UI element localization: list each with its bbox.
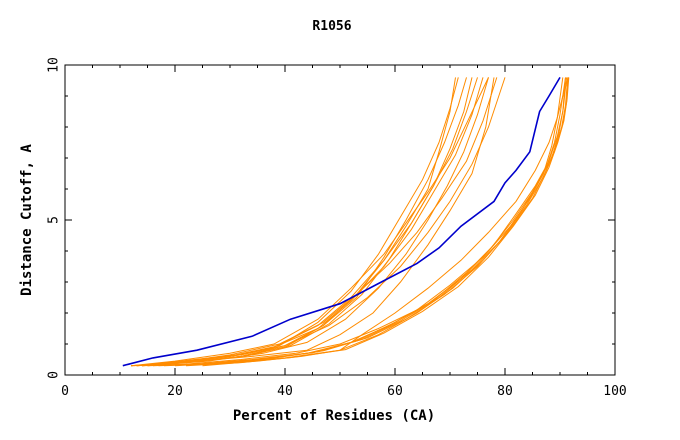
- series-layer: [122, 76, 570, 367]
- plot-frame: [64, 64, 616, 376]
- series-line-8: [136, 77, 498, 367]
- series-line-10: [141, 77, 495, 367]
- x-axis-title: Percent of Residues (CA): [233, 408, 435, 424]
- series-line-7: [130, 77, 489, 367]
- series-line-2: [136, 77, 467, 367]
- y-tick-label: 0: [47, 371, 62, 379]
- chart-title: R1056: [312, 19, 351, 34]
- series-line-12: [141, 77, 564, 367]
- y-tick-label: 10: [47, 57, 62, 73]
- series-line-3: [133, 77, 459, 367]
- series-line-11: [147, 77, 489, 367]
- x-ticks: 0 20 40 60 80 100: [61, 65, 627, 399]
- series-line-13: [147, 77, 566, 367]
- y-ticks: 0 5 10: [47, 57, 615, 379]
- series-line-16: [163, 77, 569, 367]
- x-tick-label: 40: [277, 384, 293, 399]
- y-axis-title: Distance Cutoff, A: [19, 144, 35, 296]
- x-tick-label: 80: [497, 384, 513, 399]
- series-line-18: [185, 77, 570, 367]
- x-tick-label: 20: [167, 384, 183, 399]
- x-tick-label: 60: [387, 384, 403, 399]
- series-line-highlight: [122, 76, 561, 367]
- x-tick-label: 0: [61, 384, 69, 399]
- x-tick-label: 100: [603, 384, 626, 399]
- series-line-19: [202, 77, 569, 367]
- y-tick-label: 5: [47, 216, 62, 224]
- series-line-5: [130, 77, 484, 367]
- series-line-15: [158, 77, 568, 367]
- series-line-17: [174, 77, 569, 367]
- series-line-4: [136, 77, 473, 367]
